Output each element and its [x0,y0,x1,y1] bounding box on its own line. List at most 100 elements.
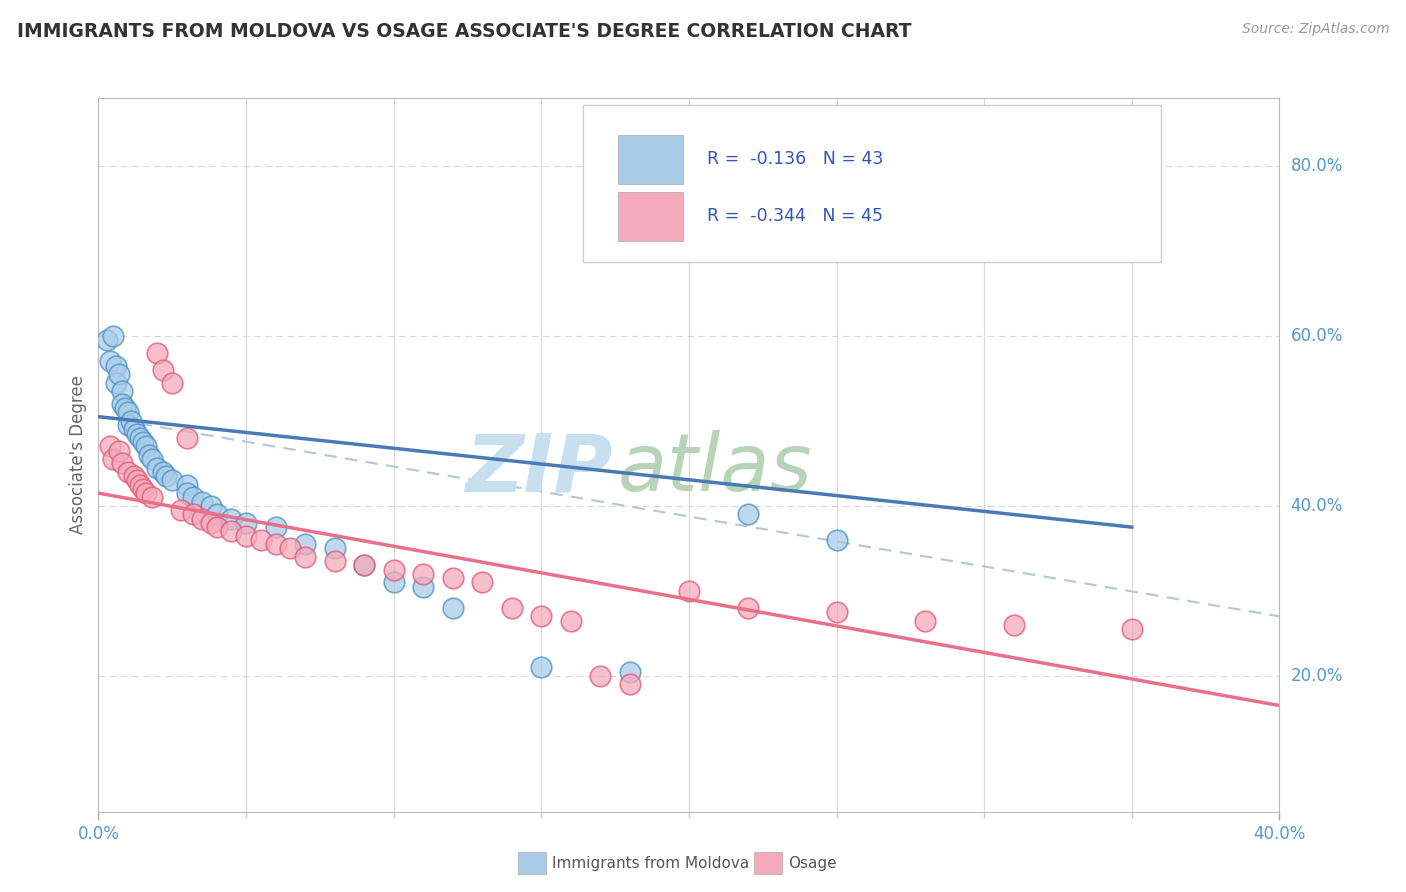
Point [825,605,848,619]
Point [103,329,125,343]
Point [914,614,936,628]
Point [1002,617,1025,632]
Point [264,520,287,534]
Point [205,508,228,522]
Point [441,571,464,585]
Point [111,384,134,399]
Text: IMMIGRANTS FROM MOLDOVA VS OSAGE ASSOCIATE'S DEGREE CORRELATION CHART: IMMIGRANTS FROM MOLDOVA VS OSAGE ASSOCIA… [17,22,911,41]
Point [170,503,193,517]
Point [98,354,121,368]
Point [176,477,198,491]
Point [678,583,700,598]
Point [132,482,155,496]
Point [382,563,405,577]
Point [219,511,242,525]
Point [191,511,214,525]
Point [973,227,995,241]
Point [501,600,523,615]
Point [98,439,121,453]
Point [132,435,155,450]
Point [737,600,759,615]
Point [323,554,346,568]
FancyBboxPatch shape [582,105,1161,262]
Point [353,558,375,573]
Point [141,491,163,505]
Point [125,426,148,441]
Point [560,614,582,628]
Point [1121,622,1143,636]
Point [111,457,134,471]
Point [117,418,139,433]
Point [122,469,145,483]
Point [323,541,346,556]
Point [181,491,204,505]
Point [96,333,118,347]
Point [589,669,612,683]
Point [412,580,434,594]
Text: 20.0%: 20.0% [1291,667,1343,685]
Point [235,516,257,530]
Point [619,677,641,691]
Point [152,465,174,479]
Point [441,600,464,615]
Bar [517,853,546,874]
Point [111,397,134,411]
Point [128,431,150,445]
Point [176,431,198,445]
Point [108,443,131,458]
Text: R =  -0.344   N = 45: R = -0.344 N = 45 [707,207,883,225]
Point [278,541,302,556]
Text: R =  -0.136   N = 43: R = -0.136 N = 43 [707,151,883,169]
Point [353,558,375,573]
Point [105,359,128,373]
Point [155,469,177,483]
Bar [754,853,782,874]
Point [128,477,150,491]
Point [619,665,641,679]
Text: atlas: atlas [619,430,813,508]
Point [412,566,434,581]
Point [382,575,405,590]
Point [737,508,759,522]
Point [235,528,257,542]
Point [152,363,174,377]
Point [146,460,169,475]
Point [205,520,228,534]
Point [117,465,139,479]
Point [135,439,157,453]
Text: Source: ZipAtlas.com: Source: ZipAtlas.com [1241,22,1389,37]
Text: Immigrants from Moldova: Immigrants from Moldova [553,855,749,871]
Point [122,422,145,436]
Point [138,448,160,462]
Point [219,524,242,539]
Point [471,575,494,590]
Y-axis label: Associate's Degree: Associate's Degree [69,376,87,534]
Point [294,537,316,551]
Point [530,660,553,674]
Point [250,533,273,547]
Point [200,516,222,530]
Point [146,346,169,360]
Text: 40.0%: 40.0% [1291,497,1343,515]
Point [176,486,198,500]
Point [825,533,848,547]
Point [294,549,316,564]
Point [105,376,128,390]
Point [530,609,553,624]
Point [141,452,163,467]
Point [191,494,214,508]
Point [162,474,183,488]
Point [162,376,183,390]
Point [103,452,125,467]
Point [125,474,148,488]
Point [120,414,142,428]
Point [181,508,204,522]
Text: ZIP: ZIP [465,430,612,508]
Point [108,368,131,382]
Text: 80.0%: 80.0% [1291,157,1343,175]
Point [200,499,222,513]
Bar [619,136,683,184]
Text: 60.0%: 60.0% [1291,327,1343,345]
Bar [619,193,683,241]
Point [135,486,157,500]
